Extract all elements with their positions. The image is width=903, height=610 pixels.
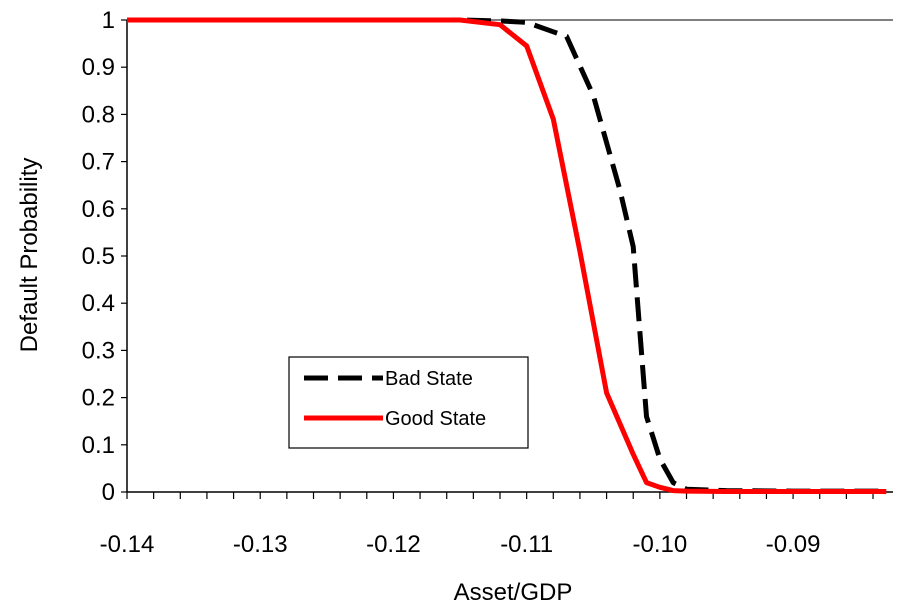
y-tick-label: 0.4 [82,290,115,317]
y-tick-label: 0.9 [82,54,115,81]
legend-label-good-state: Good State [385,408,486,430]
x-tick-label: -0.09 [766,531,821,558]
series-layer [127,17,887,494]
legend-label-bad-state: Bad State [385,368,473,390]
legend-item-bad-state: Bad State [304,368,473,390]
x-tick-label: -0.13 [233,531,288,558]
y-tick-label: 0.2 [82,385,115,412]
series-line-good-state [127,17,887,494]
y-tick-label: 1 [102,7,115,34]
y-tick-label: 0.1 [82,432,115,459]
y-tick-label: 0 [102,479,115,506]
y-axis-title: Default Probability [16,158,43,353]
x-axis-ticks: -0.14 -0.13 -0.12 -0.11 -0.10 -0.09 [100,492,874,558]
y-tick-label: 0.6 [82,196,115,223]
legend: Bad State Good State [288,356,529,449]
plot-area: -0.14 -0.13 -0.12 -0.11 -0.10 -0.09 0 0.1 0.2 0.… [82,7,893,558]
y-tick-label: 0.5 [82,243,115,270]
y-tick-label: 0.7 [82,149,115,176]
y-tick-label: 0.3 [82,337,115,364]
y-axis-ticks: 0 0.1 0.2 0.3 0.4 0.5 0.6 0.7 0.8 0.9 1 [82,7,127,506]
x-tick-label: -0.12 [366,531,421,558]
legend-item-good-state: Good State [304,408,486,430]
x-tick-label: -0.10 [633,531,688,558]
x-axis-title: Asset/GDP [454,579,573,606]
x-tick-label: -0.11 [500,531,553,558]
legend-box [288,356,529,449]
series-line-bad-state [127,17,887,494]
y-tick-label: 0.8 [82,101,115,128]
x-tick-label: -0.14 [100,531,155,558]
